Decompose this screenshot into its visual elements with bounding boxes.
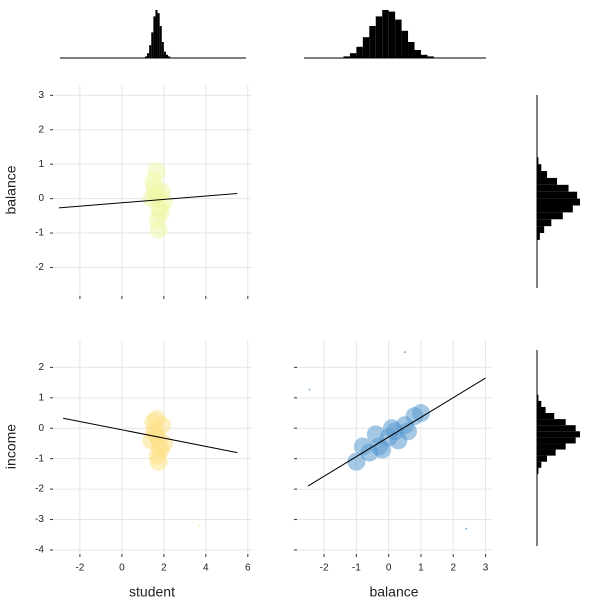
point	[366, 425, 385, 444]
hist-bar	[537, 177, 558, 185]
y-tick-label: -3	[35, 514, 44, 525]
y-tick-label: -2	[35, 484, 44, 495]
hist-bar	[537, 157, 539, 165]
hist-bar	[159, 26, 162, 58]
hist-bar	[537, 443, 566, 450]
point	[148, 187, 167, 206]
hist-bar	[537, 413, 555, 420]
x-tick-label: 1	[418, 563, 424, 574]
hist-bar	[537, 449, 556, 456]
point	[308, 388, 311, 391]
hist-bar	[349, 53, 357, 58]
hist-bar	[157, 13, 160, 58]
hist-bar	[537, 212, 563, 220]
hist-bar	[168, 56, 171, 58]
hist-bar	[537, 455, 548, 462]
point	[403, 351, 406, 354]
hist-bar	[155, 10, 158, 58]
hist-bar	[537, 437, 576, 444]
hist-bar	[147, 53, 150, 58]
y-tick-label: 0	[38, 423, 44, 434]
fit-line	[58, 192, 238, 209]
point	[399, 422, 418, 441]
hist-bar	[165, 54, 169, 58]
y-tick-label: 3	[38, 90, 44, 101]
point	[347, 452, 366, 471]
hist-bar	[537, 400, 542, 407]
hist-bar	[537, 425, 576, 432]
hist-bar	[388, 11, 396, 59]
hist-bar	[356, 46, 363, 58]
y-tick-label: 1	[38, 159, 44, 170]
x-tick-label: -2	[320, 563, 329, 574]
hist-bar	[537, 419, 566, 426]
x-tick-label: 4	[203, 563, 209, 574]
x-tick-label: 6	[245, 563, 251, 574]
hist-bar	[362, 37, 370, 58]
y-tick-label: -1	[35, 453, 44, 464]
y-tick-label: -4	[35, 545, 44, 556]
hist-bar	[163, 51, 166, 58]
hist-bar	[537, 191, 578, 199]
hist-bar	[151, 32, 154, 58]
hist-bar	[537, 461, 542, 468]
y-tick-label: 0	[38, 193, 44, 204]
x-tick-label: 2	[450, 563, 456, 574]
hist-bar	[537, 233, 540, 240]
hist-bar	[395, 19, 402, 59]
hist-bar	[537, 171, 548, 178]
point	[465, 527, 468, 530]
hist-bar	[144, 56, 148, 58]
hist-bar	[153, 16, 156, 58]
x-axis-title: balance	[369, 584, 418, 600]
hist-bar	[420, 54, 428, 58]
hist-bar	[382, 10, 389, 58]
x-axis-title: student	[129, 584, 175, 600]
hist-bar	[537, 198, 580, 206]
point	[373, 440, 392, 459]
y-tick-label: 1	[38, 392, 44, 403]
hist-bar	[537, 219, 552, 227]
x-tick-label: 0	[119, 563, 125, 574]
y-tick-label: -1	[35, 228, 44, 239]
fit-line	[307, 377, 486, 487]
hist-bar	[537, 467, 539, 474]
hist-bar	[375, 16, 383, 58]
y-tick-label: 2	[38, 362, 44, 373]
point	[353, 437, 372, 456]
point	[151, 203, 170, 222]
hist-bar	[343, 56, 350, 58]
y-axis-title: income	[3, 424, 19, 469]
x-tick-label: 0	[386, 563, 392, 574]
point	[147, 162, 166, 181]
y-axis-title: balance	[3, 165, 19, 214]
point	[198, 524, 201, 527]
hist-bar	[408, 42, 415, 58]
hist-bar	[369, 26, 376, 58]
hist-bar	[537, 226, 545, 234]
hist-bar	[401, 30, 409, 58]
y-tick-label: 2	[38, 124, 44, 135]
hist-bar	[149, 45, 152, 58]
fit-line	[63, 417, 238, 454]
x-tick-label: 3	[483, 563, 489, 574]
x-tick-label: -1	[352, 563, 361, 574]
hist-bar	[537, 394, 539, 401]
hist-bar	[414, 50, 421, 58]
x-tick-label: 2	[161, 563, 167, 574]
hist-bar	[537, 164, 542, 172]
hist-bar	[537, 205, 573, 213]
hist-bar	[537, 431, 580, 438]
point	[148, 428, 167, 447]
hist-bar	[537, 184, 569, 192]
y-tick-label: -2	[35, 262, 44, 273]
point	[411, 404, 430, 423]
x-tick-label: -2	[75, 563, 84, 574]
hist-bar	[537, 406, 546, 414]
hist-bar	[161, 42, 164, 58]
point	[149, 220, 168, 239]
hist-bar	[427, 56, 434, 58]
